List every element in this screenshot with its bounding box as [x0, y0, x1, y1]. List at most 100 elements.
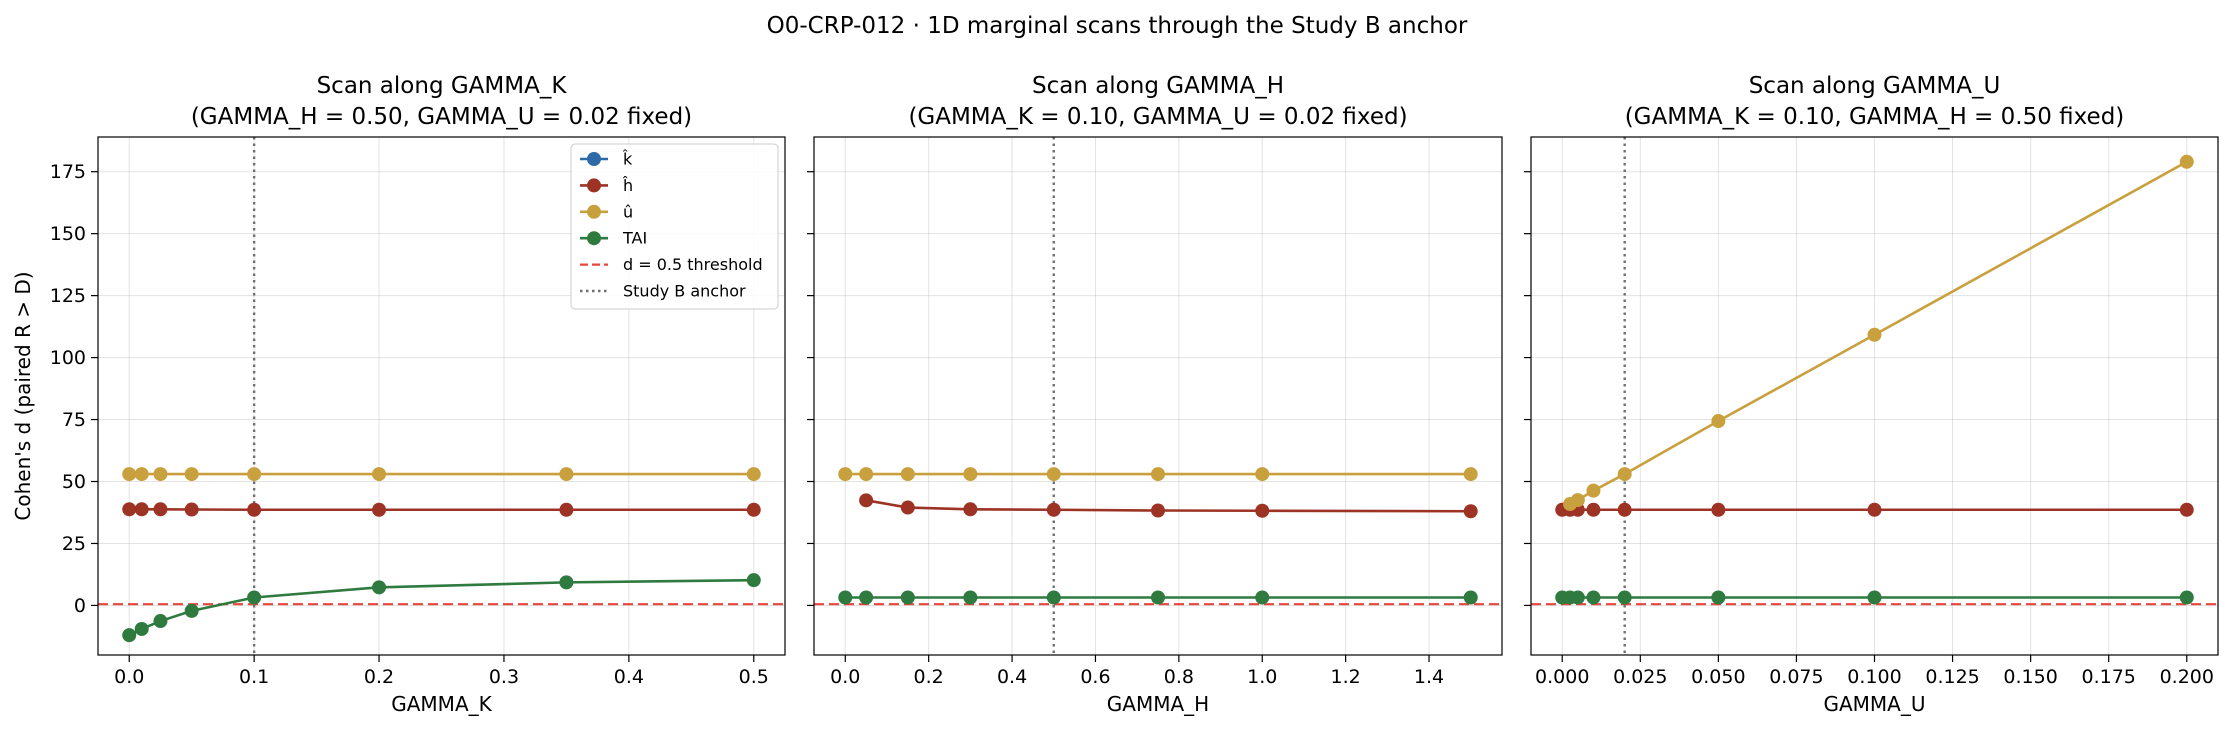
- y-tick-label: 100: [50, 347, 86, 369]
- series-h-hat: [122, 502, 761, 517]
- legend-marker: [587, 204, 601, 219]
- y-tick-label: 75: [62, 409, 86, 431]
- y-axis: [1524, 171, 1531, 607]
- data-point-u-hat: [559, 467, 574, 482]
- data-point-h-hat: [134, 502, 149, 517]
- data-point-u-hat: [1867, 327, 1882, 342]
- x-tick-label: 0.200: [2160, 666, 2214, 688]
- data-point-tai: [1711, 590, 1726, 605]
- data-point-tai: [184, 603, 199, 618]
- data-point-h-hat: [122, 502, 137, 517]
- legend-item: ĥ: [580, 176, 633, 195]
- y-tick-label: 25: [62, 533, 86, 555]
- x-tick-label: 0.4: [614, 666, 644, 688]
- panel-title: Scan along GAMMA_H: [1032, 73, 1284, 99]
- x-tick-label: 0.1: [239, 666, 269, 688]
- data-point-h-hat: [153, 502, 168, 517]
- data-point-tai: [1463, 590, 1478, 605]
- data-point-h-hat: [746, 502, 761, 517]
- panels: Scan along GAMMA_K (GAMMA_H = 0.50, GAMMA…: [11, 73, 2219, 716]
- series-h-hat: [1555, 502, 2194, 517]
- legend-marker: [587, 152, 601, 166]
- data-point-h-hat: [1463, 504, 1478, 519]
- data-point-u-hat: [1570, 493, 1585, 508]
- x-tick-label: 0.3: [489, 666, 519, 688]
- x-tick-label: 1.2: [1331, 666, 1361, 688]
- x-tick-label: 0.100: [1847, 666, 1901, 688]
- panel-title: Scan along GAMMA_U: [1749, 73, 2001, 99]
- data-point-u-hat: [1617, 467, 1632, 482]
- panel-subtitle: (GAMMA_H = 0.50, GAMMA_U = 0.02 fixed): [191, 104, 692, 130]
- x-tick-label: 0.125: [1925, 666, 1979, 688]
- data-point-u-hat: [153, 467, 168, 482]
- data-point-u-hat: [859, 467, 874, 482]
- x-axis-label: GAMMA_H: [1107, 692, 1209, 716]
- gridlines: [814, 137, 1502, 655]
- data-point-h-hat: [247, 502, 262, 517]
- data-point-u-hat: [247, 467, 262, 482]
- x-tick-label: 0.0: [114, 666, 144, 688]
- data-point-h-hat: [900, 500, 915, 515]
- y-tick-label: 150: [50, 223, 86, 245]
- x-tick-label: 1.4: [1414, 666, 1444, 688]
- data-point-u-hat: [134, 467, 149, 482]
- x-axis: 0.0 0.2 0.4 0.6 0.8 1.0 1.2 1.4: [830, 655, 1444, 688]
- legend-label: k̂: [622, 150, 633, 169]
- x-tick-label: 0.150: [2003, 666, 2057, 688]
- data-point-u-hat: [184, 467, 199, 482]
- legend-label: d = 0.5 threshold: [623, 255, 763, 274]
- series-tai: [1555, 590, 2194, 605]
- data-point-h-hat: [1046, 502, 1061, 517]
- data-point-u-hat: [746, 467, 761, 482]
- legend-marker: [587, 178, 601, 193]
- series-u-hat: [122, 467, 761, 482]
- data-point-h-hat: [859, 493, 874, 508]
- chart-panel-3: Scan along GAMMA_U (GAMMA_K = 0.10, GAMMA…: [1524, 73, 2219, 716]
- series-u-hat: [1563, 154, 2194, 512]
- x-tick-label: 0.175: [2082, 666, 2136, 688]
- legend-box: [570, 143, 779, 310]
- data-point-tai: [2179, 590, 2194, 605]
- data-point-tai: [134, 621, 149, 636]
- legend-label: û: [623, 202, 633, 221]
- legend-item: û: [580, 202, 633, 221]
- data-point-tai: [1586, 590, 1601, 605]
- x-tick-label: 0.0: [830, 666, 860, 688]
- data-point-u-hat: [838, 467, 853, 482]
- data-point-tai: [859, 590, 874, 605]
- axes-frame: [97, 136, 786, 656]
- data-point-h-hat: [1617, 502, 1632, 517]
- figure-title: O0-CRP-012 · 1D marginal scans through t…: [767, 13, 1468, 39]
- y-tick-label: 0: [74, 595, 86, 617]
- data-point-tai: [838, 590, 853, 605]
- data-point-tai: [559, 575, 574, 590]
- y-axis: 0 25 50 75 100 125 150 175: [50, 161, 98, 617]
- legend-item: Study B anchor: [580, 282, 746, 301]
- data-point-u-hat: [1711, 414, 1726, 429]
- series-u-hat: [838, 467, 1478, 482]
- data-point-u-hat: [963, 467, 978, 482]
- y-tick-label: 50: [62, 471, 86, 493]
- legend-marker: [587, 231, 601, 246]
- data-point-h-hat: [1867, 502, 1882, 517]
- series-line-h-hat: [865, 499, 1471, 513]
- series-h-hat: [859, 493, 1478, 519]
- data-point-h-hat: [1711, 502, 1726, 517]
- x-tick-label: 0.6: [1080, 666, 1110, 688]
- data-point-tai: [1151, 590, 1165, 605]
- data-point-tai: [1255, 590, 1270, 605]
- data-point-u-hat: [122, 467, 137, 482]
- data-point-tai: [963, 590, 978, 605]
- legend-label: ĥ: [622, 176, 633, 195]
- x-tick-label: 0.5: [739, 666, 769, 688]
- legend-item: k̂: [580, 150, 633, 169]
- data-point-u-hat: [900, 467, 915, 482]
- x-tick-label: 0.2: [364, 666, 394, 688]
- x-tick-label: 0.4: [997, 666, 1027, 688]
- data-point-h-hat: [1151, 503, 1165, 518]
- x-axis-label: GAMMA_K: [391, 692, 492, 716]
- data-point-h-hat: [1255, 503, 1270, 518]
- chart-panel-2: Scan along GAMMA_H (GAMMA_K = 0.10, GAMMA…: [807, 73, 1503, 716]
- legend-label: Study B anchor: [623, 282, 746, 301]
- x-tick-label: 0.025: [1613, 666, 1667, 688]
